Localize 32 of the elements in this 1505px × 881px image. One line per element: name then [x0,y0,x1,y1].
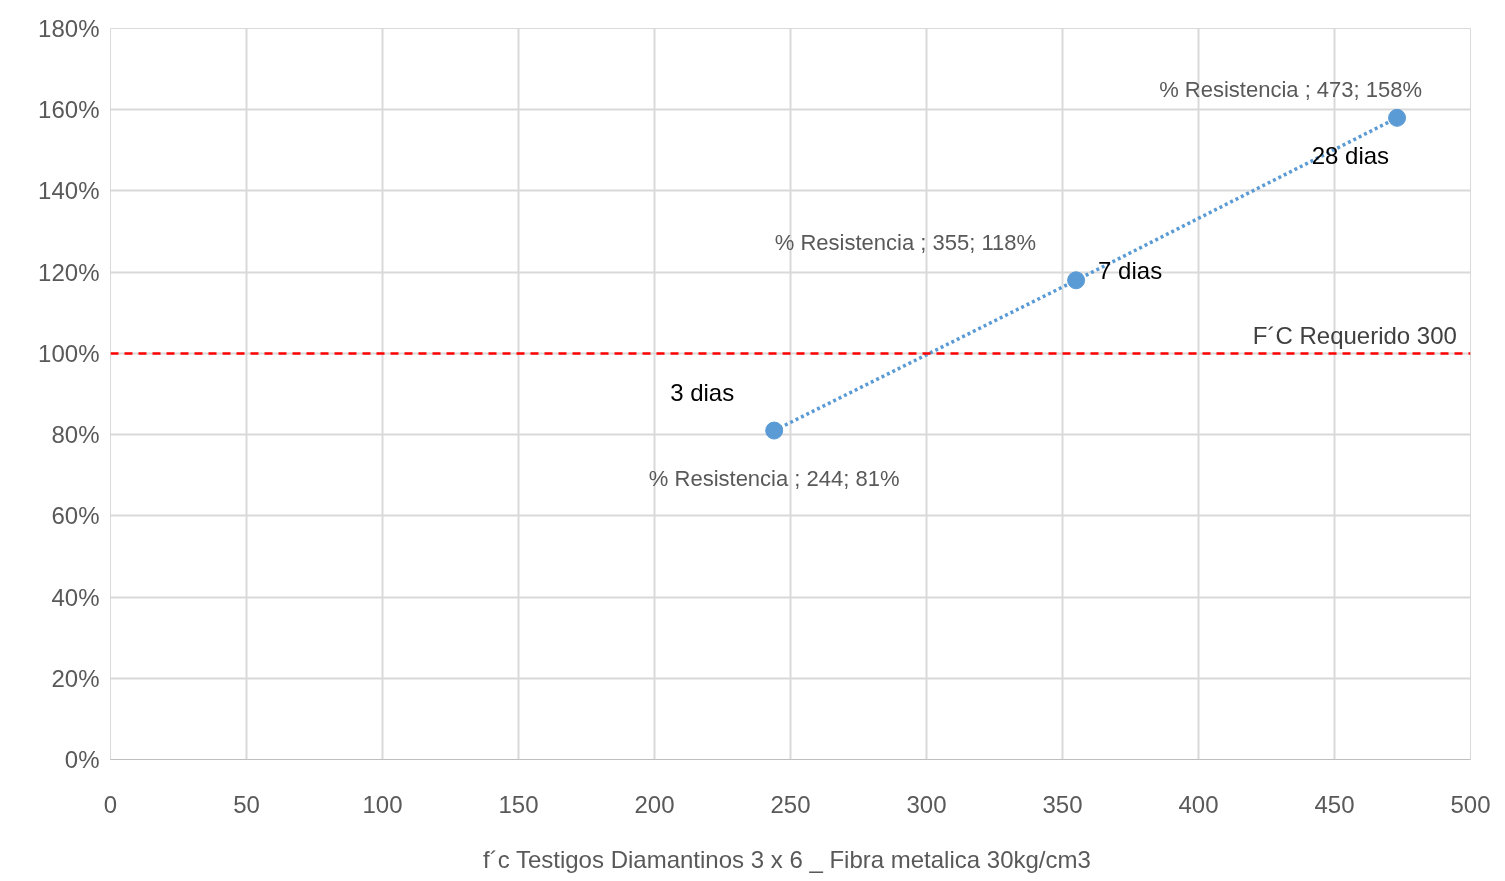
x-tick-label: 200 [634,790,675,818]
annotation: 3 dias [670,379,735,407]
point [1388,108,1407,127]
y-tick-label: 120% [38,258,100,286]
point [765,421,784,440]
x-tick-label: 100 [362,790,403,818]
x-tick-label: 350 [1042,790,1083,818]
y-tick-label: 180% [38,15,100,42]
y-tick-label: 100% [38,339,100,367]
y-tick-label: 160% [38,96,100,124]
y-tick-label: 80% [51,421,100,449]
data-label: % Resistencia ; 473; 158% [1159,77,1423,103]
x-tick-label: 250 [770,790,811,818]
y-tick-label: 20% [51,664,100,692]
y-tick-label: 0% [64,746,100,773]
annotation: 7 dias [1098,256,1163,284]
x-tick-label: 450 [1314,790,1355,818]
data-label: % Resistencia ; 355; 118% [774,229,1037,255]
x-tick-label: 50 [233,790,260,818]
x-axis-title: f´c Testigos Diamantinos 3 x 6 _ Fibra metalica 30kg/cm3 [483,845,1091,873]
y-tick-label: 40% [51,583,100,611]
ref-line-label: F´C Requerido 300 [1252,322,1457,350]
x-tick-label: 0 [103,790,118,818]
x-tick-label: 300 [906,790,947,818]
annotation: 28 dias [1311,142,1390,170]
x-tick-label: 400 [1178,790,1219,818]
y-tick-label: 60% [51,502,100,530]
x-tick-label: 150 [498,790,539,818]
y-tick-label: 140% [38,177,100,205]
data-label: % Resistencia ; 244; 81% [648,466,900,492]
point [1067,271,1086,290]
x-tick-label: 500 [1450,790,1491,818]
